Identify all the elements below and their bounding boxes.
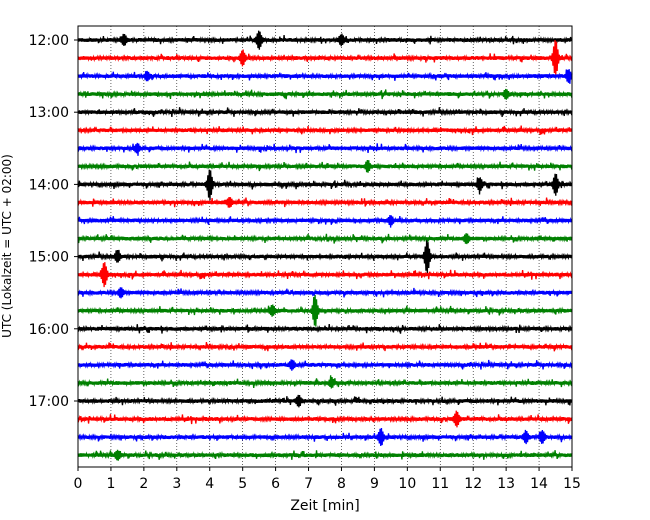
- trace-row-18: [77, 359, 573, 371]
- x-axis-label: Zeit [min]: [290, 498, 359, 514]
- trace-row-8: [77, 169, 573, 201]
- trace-row-23: [77, 449, 573, 461]
- trace-row-12: [77, 240, 573, 274]
- trace-row-5: [77, 125, 573, 136]
- trace-row-21: [77, 410, 573, 428]
- trace-row-6: [77, 142, 573, 156]
- trace-row-9: [77, 197, 573, 208]
- trace-row-15: [77, 295, 573, 327]
- y-tick-label: 15:00: [29, 250, 69, 266]
- y-axis-label: UTC (Lokalzeit = UTC + 02:00): [0, 154, 14, 338]
- trace-row-13: [77, 262, 573, 288]
- x-tick-label: 10: [398, 476, 416, 492]
- x-tick-label: 5: [238, 476, 247, 492]
- x-tick-label: 15: [563, 476, 581, 492]
- plot-frame: [77, 25, 573, 468]
- y-tick-label: 14:00: [29, 177, 69, 193]
- x-tick-label: 13: [497, 476, 515, 492]
- y-tick-label: 12:00: [29, 33, 69, 49]
- trace-row-7: [77, 160, 573, 173]
- trace-row-1: [77, 40, 573, 76]
- seismic-traces: [77, 30, 573, 461]
- x-tick-label: 2: [139, 476, 148, 492]
- trace-row-17: [77, 341, 573, 352]
- trace-row-19: [77, 375, 573, 389]
- x-tick-label: 7: [304, 476, 313, 492]
- trace-row-3: [77, 88, 573, 100]
- x-tick-label: 8: [337, 476, 346, 492]
- trace-row-16: [77, 324, 573, 334]
- trace-row-11: [77, 233, 573, 245]
- trace-row-22: [77, 427, 573, 446]
- trace-row-4: [77, 107, 573, 117]
- y-tick-label: 13:00: [29, 105, 69, 121]
- x-tick-label: 3: [172, 476, 181, 492]
- trace-row-10: [77, 214, 573, 228]
- y-tick-label: 17:00: [29, 394, 69, 410]
- trace-row-14: [77, 287, 573, 299]
- x-tick-label: 0: [74, 476, 83, 492]
- y-axis-ticks: 12:00 13:00 14:00 15:00 16:00 17:00: [29, 33, 78, 410]
- x-tick-label: 4: [205, 476, 214, 492]
- x-tick-label: 11: [431, 476, 449, 492]
- trace-row-20: [77, 394, 573, 408]
- trace-row-2: [77, 69, 573, 84]
- x-tick-label: 6: [271, 476, 280, 492]
- y-tick-label: 16:00: [29, 322, 69, 338]
- x-tick-label: 9: [370, 476, 379, 492]
- x-tick-label: 1: [106, 476, 115, 492]
- trace-row-0: [77, 30, 573, 50]
- x-axis-ticks: 0 1 2 3 4 5 6 7 8 9 10 11 12 13 14 15: [74, 467, 581, 492]
- x-tick-label: 14: [530, 476, 548, 492]
- x-tick-label: 12: [464, 476, 482, 492]
